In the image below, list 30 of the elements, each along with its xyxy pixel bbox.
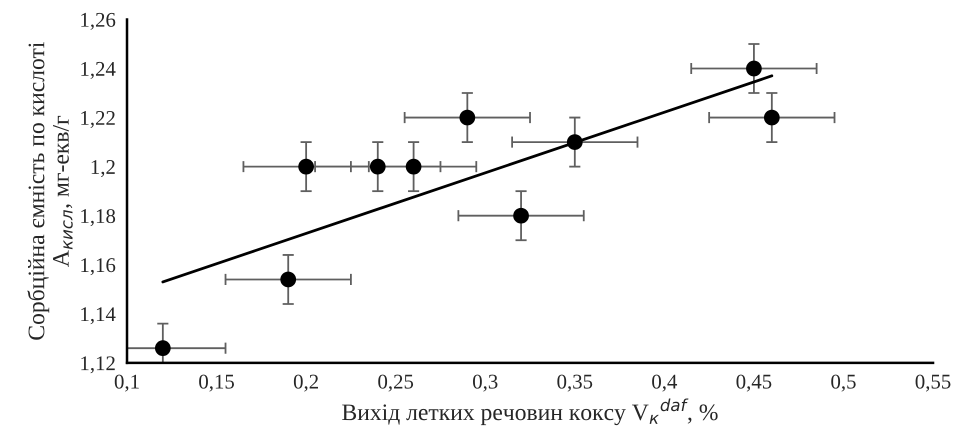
y-tick-label: 1,2	[92, 160, 115, 178]
y-tick-label: 1,18	[81, 209, 116, 226]
point	[280, 272, 296, 288]
y-tick-label: 1,22	[81, 111, 115, 128]
point	[154, 340, 171, 356]
x-tick-label: 0,5	[831, 374, 856, 392]
point	[298, 158, 314, 174]
y-tick-label: 1,24	[81, 62, 116, 79]
point	[566, 134, 583, 150]
x-tick-label: 0,35	[557, 374, 592, 392]
y-tick-label: 1,26	[81, 12, 116, 30]
y-axis-title: Сорбційна ємність по кислоті A$_{кисл}$, мг-екв/г	[27, 42, 73, 340]
y-tick-label: 1,12	[81, 356, 115, 374]
y-tick-label: 1,14	[81, 307, 116, 324]
point	[459, 110, 476, 126]
point	[764, 110, 780, 126]
point	[513, 208, 529, 224]
point	[746, 60, 762, 76]
y-tick-label: 1,16	[81, 258, 116, 276]
x-tick-label: 0,2	[294, 374, 318, 392]
point	[370, 158, 386, 174]
x-axis-title: Вихід летких речовин коксу V$_{к}$$^{daf}$, %	[342, 398, 718, 426]
point	[406, 158, 422, 174]
x-tick-label: 0,25	[378, 374, 414, 392]
x-tick-label: 0,55	[916, 374, 950, 392]
x-tick-label: 0,15	[199, 374, 234, 392]
x-tick-label: 0,3	[473, 374, 498, 392]
x-tick-label: 0,45	[736, 374, 772, 392]
x-tick-label: 0,1	[114, 374, 139, 392]
x-tick-label: 0,4	[652, 374, 678, 392]
